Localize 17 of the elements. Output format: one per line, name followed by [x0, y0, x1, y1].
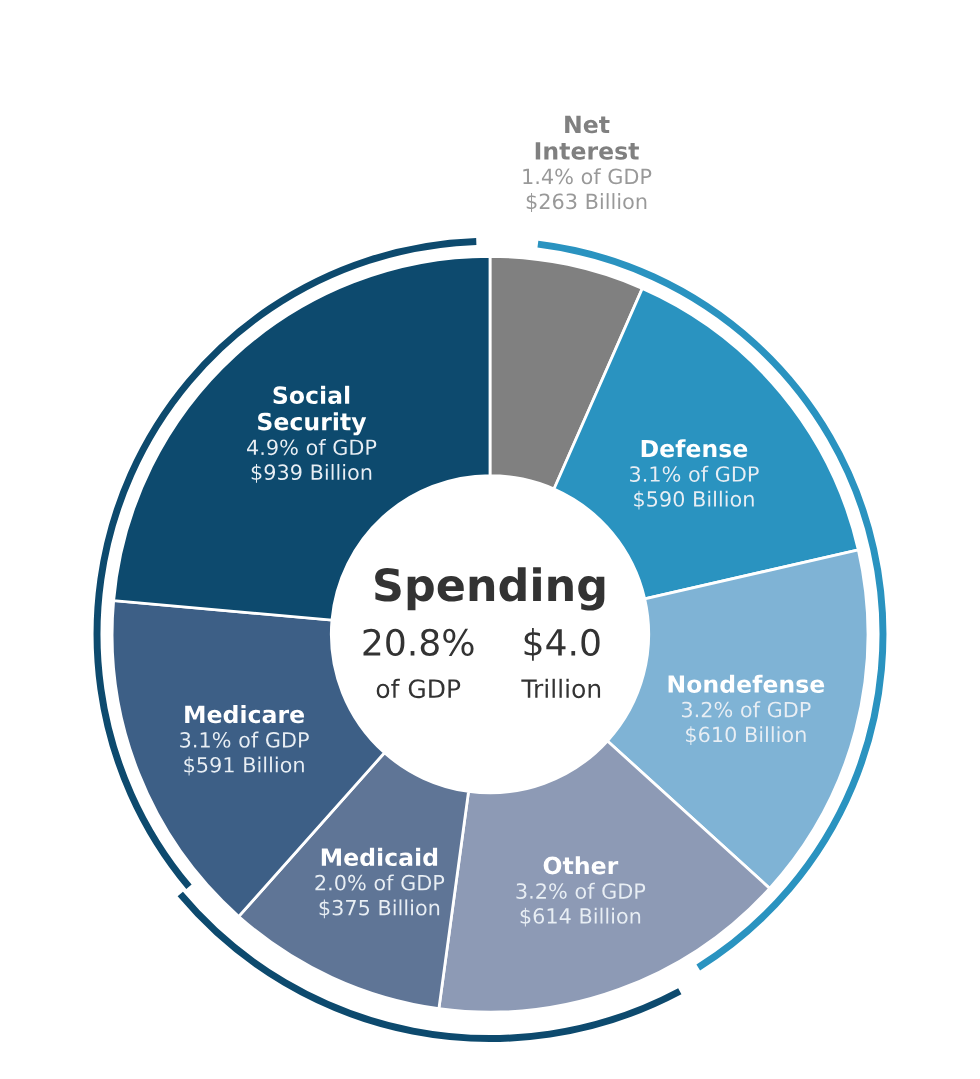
slice-label: Net Interest [535, 115, 639, 160]
data-label: 2.0% of GDP $375 Billion [315, 874, 445, 919]
slice-label: Other [543, 856, 619, 875]
slice-label: Medicaid [321, 847, 438, 867]
data-label: 1.4% of GDP $263 Billion [523, 168, 652, 212]
slice-label: Medicare [185, 704, 304, 724]
slice-label: Social Security [258, 385, 367, 436]
text: Spending [375, 567, 605, 611]
text: 20.8% of GDP [363, 628, 474, 699]
data-label: 3.1% of GDP $590 Billion [630, 465, 759, 510]
data-label: 3.1% of GDP $591 Billion [180, 731, 309, 776]
data-label: 3.2% of GDP $610 Billion [681, 701, 811, 746]
text: $4.0 Trillion [521, 628, 601, 699]
slice-label: Defense [641, 439, 748, 458]
slice-label: Nondefense [668, 674, 825, 693]
data-label: 3.2% of GDP $614 Billion [516, 882, 646, 927]
data-label: 4.9% of GDP $939 Billion [247, 439, 377, 483]
